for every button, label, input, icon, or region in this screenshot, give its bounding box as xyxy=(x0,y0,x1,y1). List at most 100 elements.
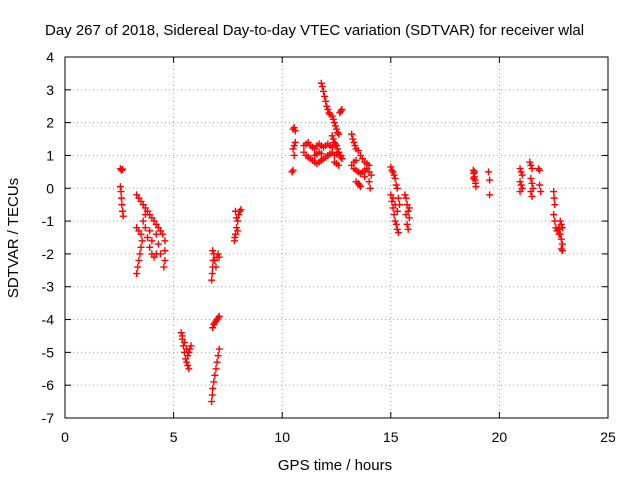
data-point xyxy=(550,188,558,196)
data-point xyxy=(528,192,536,200)
data-point xyxy=(558,240,566,248)
data-point xyxy=(208,270,216,278)
series-arc6d xyxy=(328,132,346,169)
data-point xyxy=(290,124,298,132)
data-point xyxy=(146,227,154,235)
data-point xyxy=(472,183,480,191)
data-point xyxy=(405,204,413,212)
data-point xyxy=(146,243,154,251)
data-point xyxy=(180,339,188,347)
y-tick-labels: -7 -6 -5 -4 -3 -2 -1 0 1 2 3 4 xyxy=(42,49,55,426)
series-arc5 xyxy=(230,206,245,245)
data-point xyxy=(391,217,399,225)
series-arc9 xyxy=(469,166,494,199)
series-arc4b xyxy=(209,312,223,332)
data-point xyxy=(209,324,217,332)
data-point xyxy=(144,234,152,241)
data-point xyxy=(290,151,298,159)
data-point xyxy=(184,361,192,369)
data-point xyxy=(136,250,144,258)
data-point xyxy=(555,230,563,238)
plot-frame xyxy=(64,56,609,419)
data-point xyxy=(161,237,169,245)
data-point xyxy=(394,194,402,202)
series-arc3 xyxy=(177,329,195,373)
data-point xyxy=(233,214,241,222)
data-point xyxy=(329,135,337,143)
data-point xyxy=(551,201,559,209)
data-point xyxy=(518,171,526,179)
data-point xyxy=(558,247,566,255)
data-point xyxy=(208,276,216,284)
data-point xyxy=(527,161,535,169)
data-point xyxy=(486,191,494,199)
data-point xyxy=(237,206,245,214)
data-point xyxy=(536,181,544,189)
x-tick-label: 0 xyxy=(61,429,69,445)
data-point xyxy=(119,165,127,173)
data-point xyxy=(139,217,147,225)
data-point xyxy=(348,130,356,138)
data-point xyxy=(157,250,165,258)
data-point xyxy=(233,224,241,232)
data-point xyxy=(354,147,362,155)
data-point xyxy=(392,220,400,228)
data-point xyxy=(352,156,360,164)
data-point xyxy=(537,188,545,196)
data-point xyxy=(323,102,331,110)
x-tick-label: 10 xyxy=(274,429,290,445)
data-point xyxy=(161,247,169,255)
data-point xyxy=(322,97,330,105)
series-arc4c xyxy=(208,247,223,284)
series-arc8b xyxy=(401,191,413,233)
data-point xyxy=(516,188,524,196)
data-point xyxy=(141,224,149,232)
data-point xyxy=(556,217,564,225)
data-point xyxy=(319,87,327,95)
data-point xyxy=(185,365,193,373)
data-point xyxy=(210,378,218,386)
data-point xyxy=(517,168,525,176)
data-point xyxy=(331,122,339,130)
data-point xyxy=(211,371,219,379)
x-axis-label: GPS time / hours xyxy=(278,457,392,474)
series-arc1 xyxy=(116,165,127,220)
data-point xyxy=(517,181,525,189)
data-point xyxy=(391,174,399,182)
y-tick-label: -2 xyxy=(42,246,55,262)
data-point xyxy=(392,181,400,189)
data-point xyxy=(178,332,186,340)
y-tick-label: -3 xyxy=(42,279,55,295)
data-point xyxy=(485,168,493,176)
data-point xyxy=(215,253,223,261)
y-tick-label: -5 xyxy=(42,344,55,360)
data-point xyxy=(470,168,478,176)
data-point xyxy=(325,109,333,117)
series-arc2b xyxy=(133,191,169,271)
data-point xyxy=(290,142,298,150)
data-point xyxy=(328,132,336,140)
data-point xyxy=(403,220,411,228)
data-point xyxy=(516,165,524,173)
data-point xyxy=(215,312,223,320)
data-point xyxy=(550,211,558,219)
data-point xyxy=(186,345,194,353)
data-point xyxy=(289,166,297,174)
data-point xyxy=(134,263,142,271)
data-point xyxy=(365,178,373,186)
data-point xyxy=(317,79,325,87)
y-tick-label: 4 xyxy=(46,49,54,65)
y-tick-label: -1 xyxy=(42,213,55,229)
data-point xyxy=(335,130,343,138)
data-point xyxy=(557,245,565,253)
data-point xyxy=(527,174,535,182)
data-point xyxy=(389,168,397,176)
data-point xyxy=(393,225,401,233)
series-arc11 xyxy=(550,188,566,255)
data-point xyxy=(528,179,536,187)
y-tick-label: 2 xyxy=(46,115,54,131)
data-point xyxy=(232,207,240,215)
data-point xyxy=(469,174,477,182)
data-point xyxy=(214,352,222,360)
x-tick-label: 15 xyxy=(383,429,399,445)
